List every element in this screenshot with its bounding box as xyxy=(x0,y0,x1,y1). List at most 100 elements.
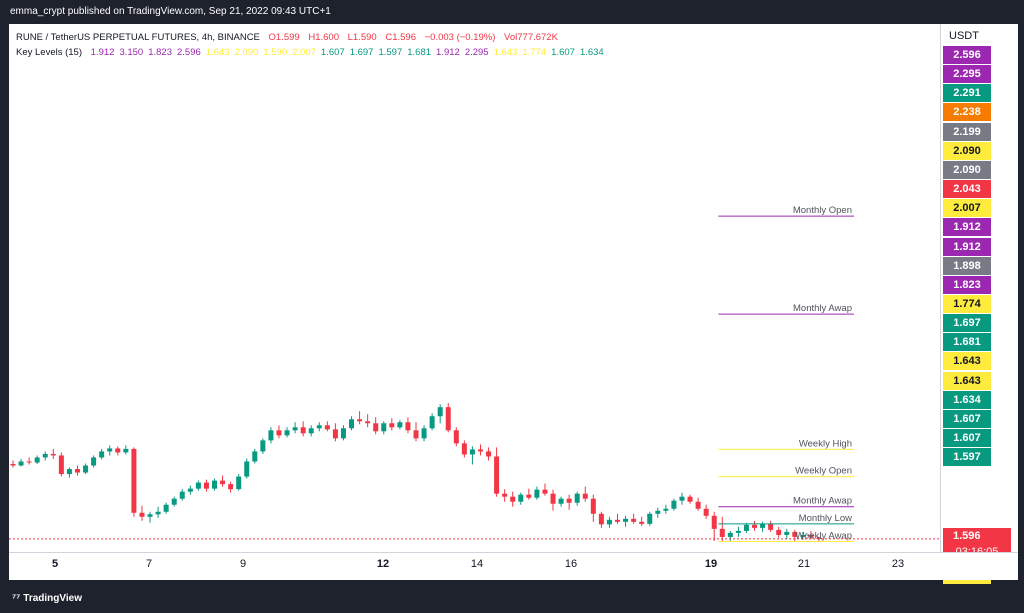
price-tag: 2.090 xyxy=(943,141,991,160)
candle-body xyxy=(623,518,629,522)
price-tag: 2.090 xyxy=(943,160,991,179)
candle-body xyxy=(284,430,290,436)
candle-body xyxy=(615,519,620,522)
time-tick-label: 5 xyxy=(51,558,59,570)
candle-body xyxy=(66,469,72,475)
candle-body xyxy=(663,508,669,511)
price-tag: 1.898 xyxy=(943,256,991,275)
candle-body xyxy=(42,453,48,458)
indicator-value: 2.090 xyxy=(234,47,259,58)
candle-body xyxy=(195,482,201,489)
candle-body xyxy=(518,494,524,502)
candle-body xyxy=(534,489,540,498)
price-tag: 1.697 xyxy=(943,314,991,333)
publisher-header: emma_crypt published on TradingView.com,… xyxy=(10,6,331,17)
candle-body xyxy=(776,529,782,535)
candle-body xyxy=(389,423,395,428)
candle-body xyxy=(703,508,709,516)
candle-body xyxy=(816,537,822,539)
candle-body xyxy=(163,504,169,512)
indicator-value: 1.912 xyxy=(90,47,115,58)
price-tag: 1.643 xyxy=(943,352,991,371)
time-tick-label: 12 xyxy=(376,558,390,570)
candle-body xyxy=(179,491,185,499)
indicator-value: 1.597 xyxy=(378,47,403,58)
price-tag: 1.912 xyxy=(943,218,991,237)
price-tag: 1.634 xyxy=(943,390,991,409)
tradingview-logo-icon: ⁷⁷ xyxy=(12,593,21,604)
indicator-row: Key Levels (15) 1.912 3.150 1.823 2.596 1.64… xyxy=(16,45,609,60)
symbol-title[interactable]: RUNE / TetherUS PERPETUAL FUTURES, 4h, B… xyxy=(16,32,260,43)
candle-body xyxy=(99,451,105,458)
candle-body xyxy=(687,496,693,502)
footer-brand: TradingView xyxy=(23,593,82,604)
candle-body xyxy=(50,453,56,456)
candle-body xyxy=(155,511,161,515)
candle-body xyxy=(494,456,500,494)
candle-body xyxy=(260,440,266,452)
key-level-label: Weekly Open xyxy=(795,466,852,477)
price-tag: 2.295 xyxy=(943,65,991,84)
candle-body xyxy=(316,425,322,429)
volume-value: Vol777.672K xyxy=(504,32,558,43)
ohlc-open: O1.599 xyxy=(268,32,300,43)
candle-body xyxy=(421,428,427,439)
indicator-value: 1.643 xyxy=(493,47,518,58)
indicator-value: 3.150 xyxy=(119,47,144,58)
price-tag: 1.607 xyxy=(943,429,991,447)
candle-body xyxy=(510,496,516,502)
candle-body xyxy=(349,419,355,429)
candle-body xyxy=(34,457,40,463)
candle-body xyxy=(171,498,177,505)
currency-unit: USDT xyxy=(949,30,979,42)
candlestick-chart[interactable]: Monthly Open Monthly Awap Weekly High Weekl… xyxy=(9,24,940,595)
indicator-value: 1.697 xyxy=(349,47,374,58)
time-tick-label: 16 xyxy=(564,558,578,570)
candle-body xyxy=(655,510,661,514)
indicator-value: 1.912 xyxy=(436,47,460,58)
candle-body xyxy=(647,513,653,524)
candle-body xyxy=(74,469,80,473)
candle-body xyxy=(26,461,32,463)
chart-pane[interactable]: Monthly Open Monthly Awap Weekly High Weekl… xyxy=(9,24,940,595)
price-tag: 1.681 xyxy=(943,333,991,352)
candle-body xyxy=(606,519,612,525)
candle-body xyxy=(220,480,226,485)
candle-body xyxy=(115,448,121,453)
indicator-name[interactable]: Key Levels (15) xyxy=(16,47,83,58)
candle-body xyxy=(147,514,153,517)
candle-body xyxy=(486,451,492,457)
candle-body xyxy=(397,422,403,428)
candle-body xyxy=(244,461,250,477)
candle-body xyxy=(187,488,193,492)
candle-body xyxy=(123,448,129,453)
candle-body xyxy=(340,428,346,439)
candle-body xyxy=(83,465,89,473)
candle-body xyxy=(107,448,113,452)
chart-legend: RUNE / TetherUS PERPETUAL FUTURES, 4h, B… xyxy=(16,30,609,60)
key-level-label: Monthly Awap xyxy=(793,496,852,507)
ohlc-high: H1.600 xyxy=(308,32,339,43)
candle-body xyxy=(671,500,677,509)
candle-body xyxy=(332,429,338,439)
key-level-label: Weekly High xyxy=(799,438,852,449)
tradingview-footer: ⁷⁷ TradingView xyxy=(0,585,1024,613)
indicator-value: 2.007 xyxy=(292,47,316,58)
candle-body xyxy=(373,423,379,432)
candle-body xyxy=(735,530,741,533)
candle-body xyxy=(727,532,733,537)
candle-body xyxy=(760,523,766,528)
time-tick-label: 14 xyxy=(470,558,484,570)
candle-body xyxy=(58,455,64,475)
candle-body xyxy=(437,407,443,417)
price-tag: 2.238 xyxy=(943,103,991,122)
symbol-row: RUNE / TetherUS PERPETUAL FUTURES, 4h, B… xyxy=(16,30,609,45)
indicator-value: 2.596 xyxy=(177,47,201,58)
candle-body xyxy=(526,494,532,498)
price-tag: 1.597 xyxy=(943,448,991,467)
price-tag: 1.643 xyxy=(943,371,991,390)
candle-body xyxy=(18,461,24,466)
time-axis[interactable] xyxy=(9,552,1018,580)
candle-body xyxy=(792,531,798,537)
key-level-label: Monthly Awap xyxy=(793,303,852,314)
